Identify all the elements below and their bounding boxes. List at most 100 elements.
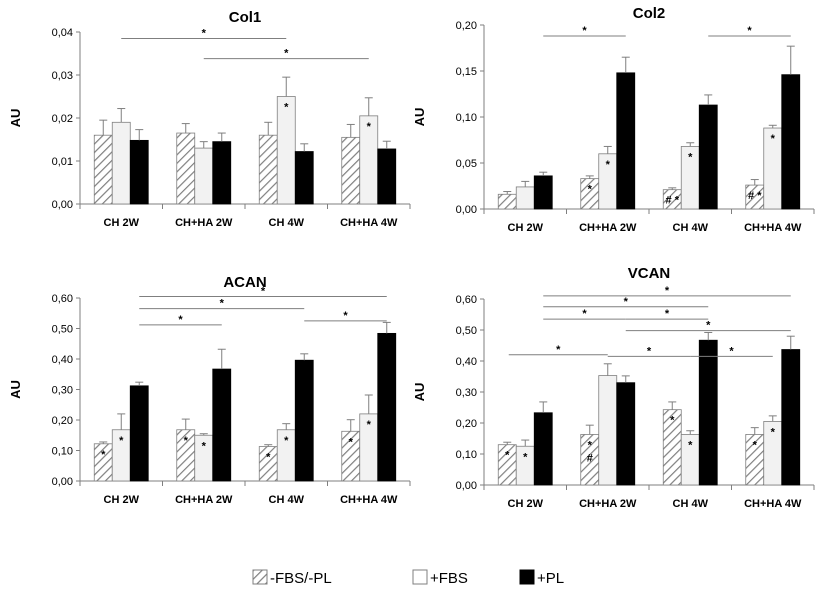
y-tick-label: 0,30	[456, 387, 477, 399]
significance-mark: *	[349, 436, 354, 448]
y-tick-label: 0,10	[52, 446, 73, 458]
significance-label: *	[706, 320, 711, 332]
significance-label: *	[747, 25, 752, 37]
significance-mark: *	[670, 415, 675, 427]
bar--fbs-pl	[341, 136, 361, 205]
significance-mark: *	[101, 449, 106, 461]
legend-label: +PL	[537, 570, 564, 587]
chart-title: ACAN	[223, 274, 266, 291]
significance-mark: *	[184, 435, 189, 447]
bar--pl	[781, 74, 801, 210]
x-tick-label: CH+HA 4W	[340, 494, 398, 506]
significance-mark: *	[688, 151, 693, 163]
y-tick-label: 0,20	[456, 418, 477, 430]
significance-mark: # *	[666, 195, 680, 207]
y-tick-label: 0,10	[456, 112, 477, 124]
bar--fbs-pl	[258, 134, 278, 205]
chart-panel-col2: Col2 AU 0,00 0,05 0,10 0,15 0,20 CH 2W CH+HA 2W C…	[412, 5, 815, 234]
y-tick-label: 0,00	[456, 480, 477, 492]
significance-label: *	[647, 345, 652, 357]
bar--pl	[781, 349, 801, 486]
bar--pl	[212, 141, 232, 205]
legend-label: -FBS/-PL	[270, 570, 332, 587]
x-tick-label: CH 2W	[104, 494, 140, 506]
significance-mark: *	[266, 452, 271, 464]
y-tick-label: 0,10	[456, 449, 477, 461]
x-tick-label: CH 4W	[269, 217, 305, 229]
chart-title: VCAN	[628, 265, 671, 282]
chart-panel-col1: Col1 AU 0,00 0,01 0,02 0,03 0,04 CH 2W CH+HA 2W C…	[8, 9, 411, 229]
significance-mark: *	[606, 159, 611, 171]
bar--pl	[294, 151, 314, 205]
y-tick-label: 0,50	[52, 324, 73, 336]
x-tick-label: CH 4W	[673, 222, 709, 234]
significance-mark: *	[753, 439, 758, 451]
bar--pl	[533, 412, 553, 486]
chart-panel-acan: ACAN AU 0,00 0,10 0,20 0,30 0,40 0,50 0,60 CH 2W C…	[8, 274, 411, 506]
significance-label: *	[582, 25, 587, 37]
legend-swatch-black	[519, 569, 535, 585]
y-tick-label: 0,20	[52, 415, 73, 427]
y-axis-label: AU	[412, 108, 427, 127]
significance-mark: *	[588, 184, 593, 196]
significance-mark: *	[771, 133, 776, 145]
y-tick-label: 0,60	[456, 294, 477, 306]
y-axis-label: AU	[8, 109, 23, 128]
x-tick-label: CH+HA 4W	[340, 217, 398, 229]
y-tick-label: 0,50	[456, 325, 477, 337]
x-tick-label: CH+HA 2W	[579, 222, 637, 234]
significance-label: *	[202, 27, 207, 39]
y-tick-label: 0,40	[456, 356, 477, 368]
significance-mark: *	[119, 435, 124, 447]
significance-mark: *	[284, 102, 289, 114]
chart-panel-vcan: VCAN AU 0,00 0,10 0,20 0,30 0,40 0,50 0,60 CH 2W C…	[412, 265, 815, 510]
y-tick-label: 0,03	[52, 70, 73, 82]
significance-mark: *	[284, 435, 289, 447]
chart-title: Col2	[633, 5, 666, 22]
significance-label: *	[343, 310, 348, 322]
bar--pl	[129, 385, 149, 482]
x-tick-label: CH 4W	[673, 498, 709, 510]
bar--fbs-pl	[497, 193, 517, 210]
x-tick-label: CH+HA 2W	[175, 217, 233, 229]
bar--pl	[377, 148, 397, 205]
legend: -FBS/-PL +FBS +PL	[252, 569, 564, 587]
bar--pl	[698, 339, 718, 486]
bar--pl	[129, 139, 149, 205]
y-tick-label: 0,00	[52, 476, 73, 488]
significance-label: *	[261, 285, 266, 297]
bar--fbs-pl	[93, 134, 113, 205]
bar--fbs	[194, 147, 214, 205]
significance-label: *	[624, 296, 629, 308]
x-tick-label: CH+HA 2W	[175, 494, 233, 506]
y-tick-label: 0,40	[52, 354, 73, 366]
y-tick-label: 0,05	[456, 158, 477, 170]
y-tick-label: 0,20	[456, 20, 477, 32]
legend-label: +FBS	[430, 570, 468, 587]
significance-mark: *	[523, 451, 528, 463]
significance-mark: *	[688, 439, 693, 451]
bar--pl	[377, 332, 397, 482]
y-tick-label: 0,02	[52, 113, 73, 125]
y-tick-label: 0,00	[456, 204, 477, 216]
x-tick-label: CH+HA 4W	[744, 222, 802, 234]
significance-label: *	[582, 308, 587, 320]
x-tick-label: CH 2W	[508, 498, 544, 510]
y-axis-label: AU	[412, 383, 427, 402]
significance-label: *	[729, 345, 734, 357]
x-tick-label: CH+HA 4W	[744, 498, 802, 510]
significance-mark: *	[367, 121, 372, 133]
significance-label: *	[220, 298, 225, 310]
significance-mark: *	[202, 440, 207, 452]
significance-mark: *	[367, 419, 372, 431]
significance-label: *	[284, 48, 289, 60]
bar--fbs	[515, 186, 535, 210]
significance-mark-hash: #	[587, 452, 593, 464]
significance-mark: *	[771, 426, 776, 438]
y-tick-label: 0,04	[52, 27, 73, 39]
bar--fbs-pl	[176, 132, 196, 205]
bar--pl	[294, 359, 314, 482]
bar--pl	[698, 104, 718, 210]
